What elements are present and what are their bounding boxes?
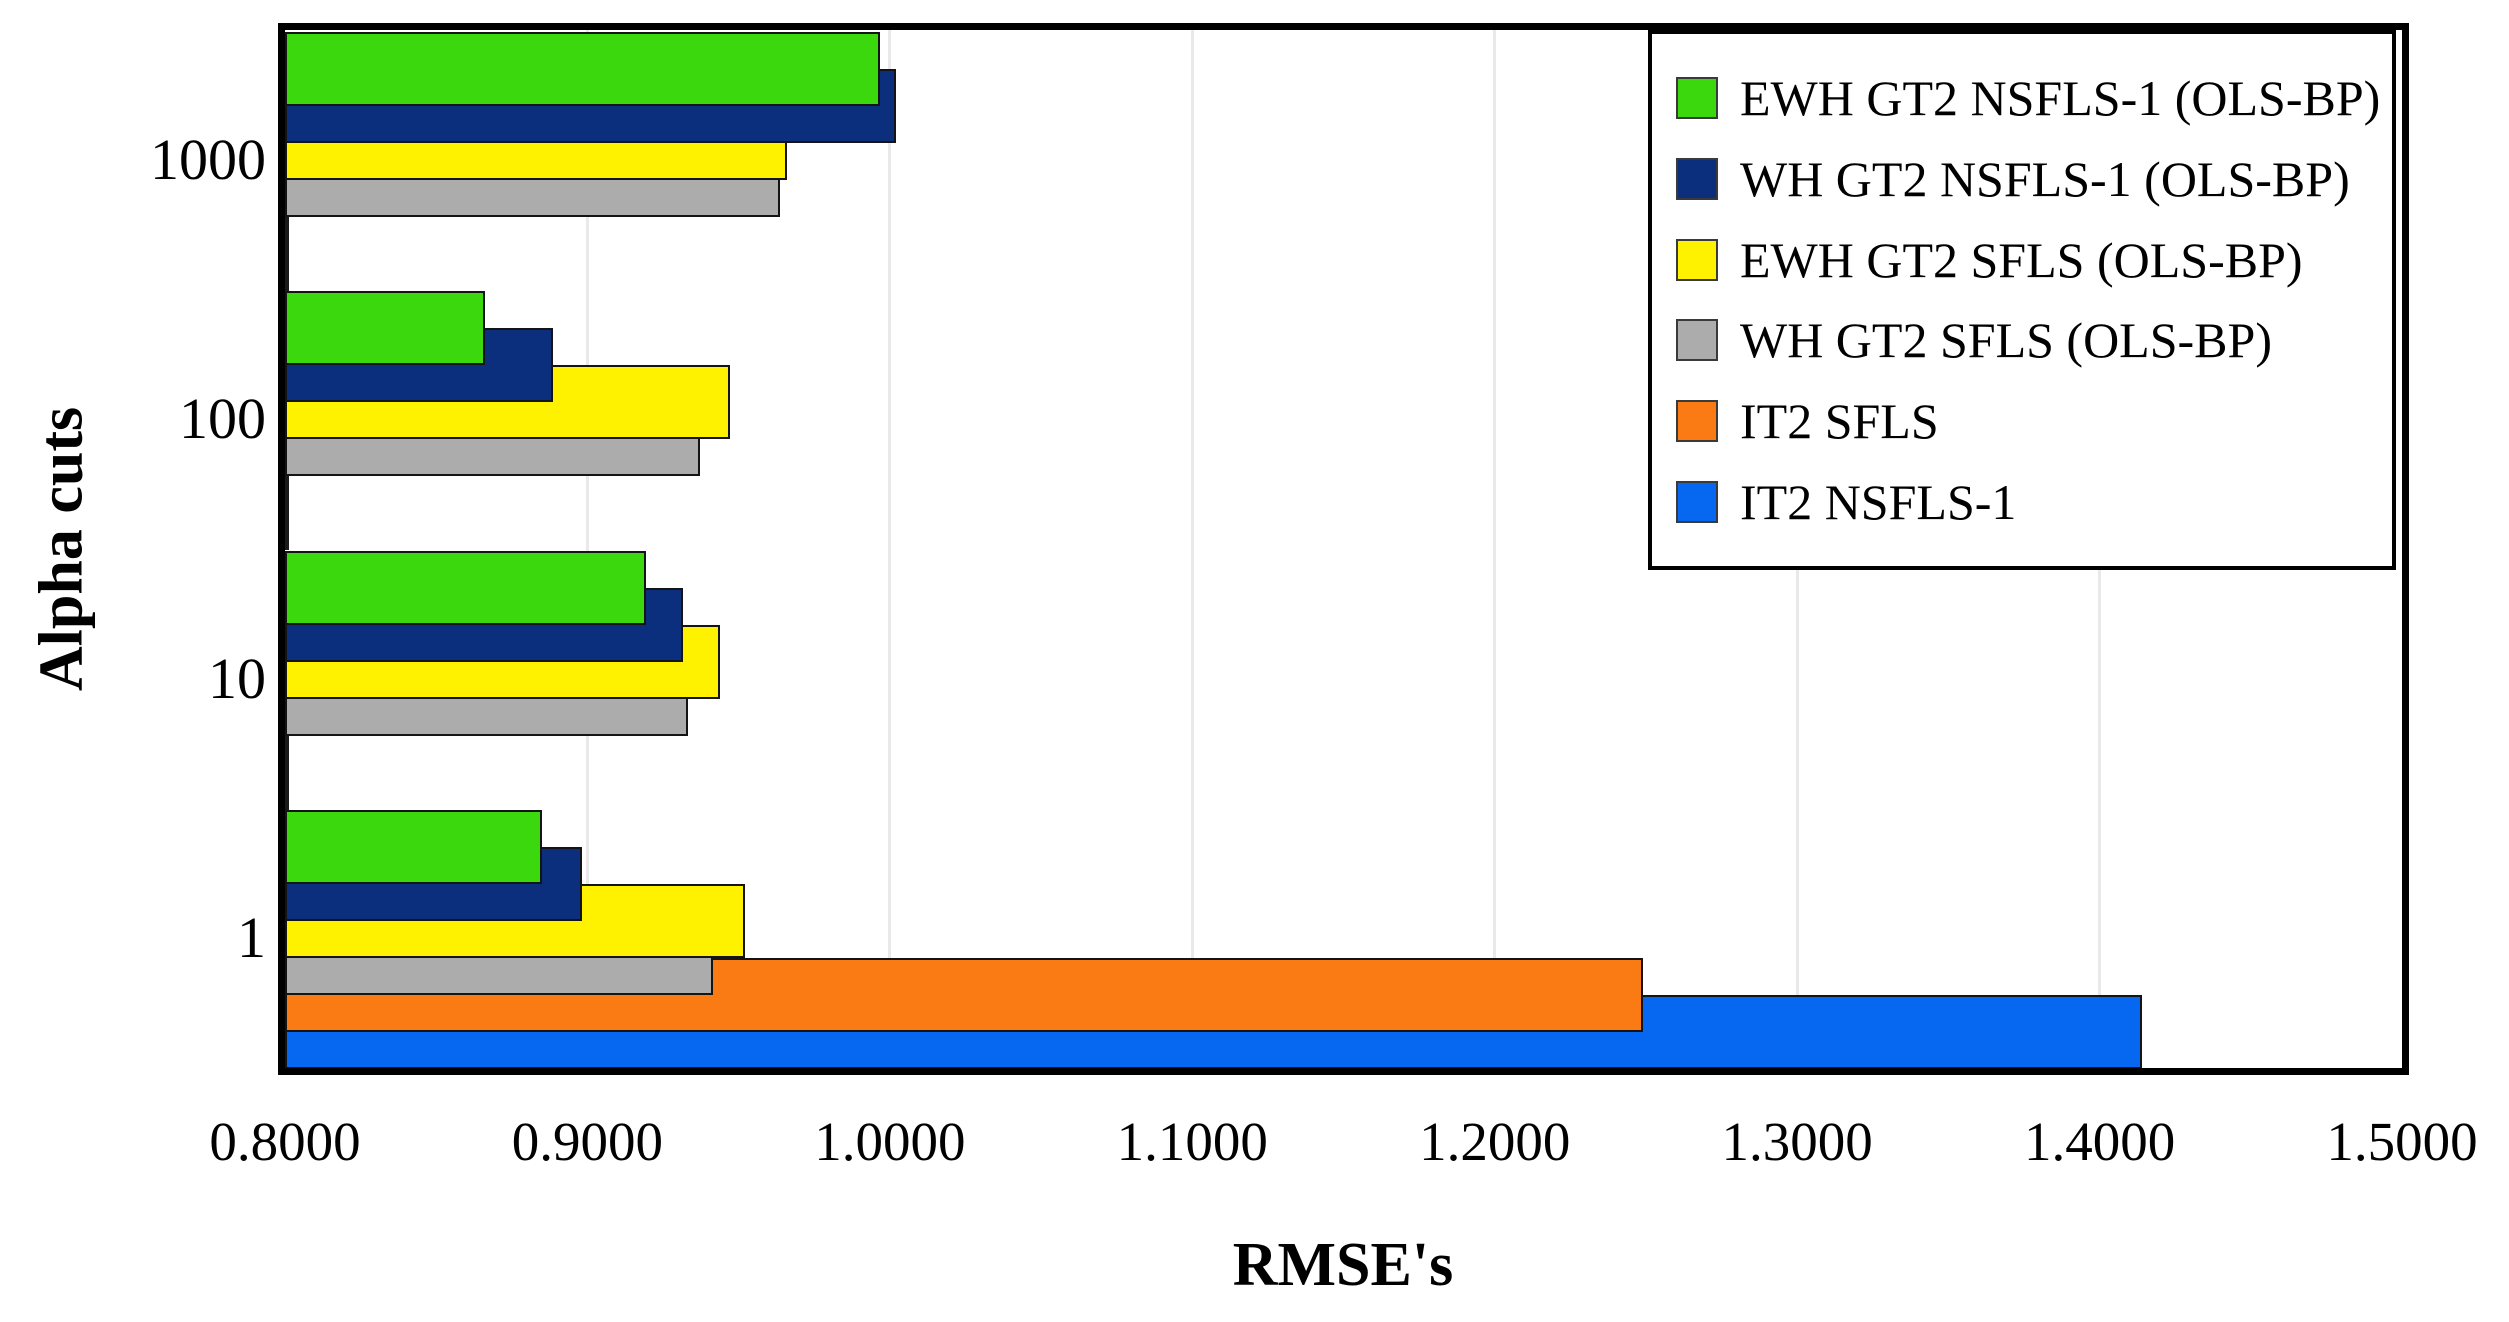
legend-item-wh-gt2-sfls-ols-bp: WH GT2 SFLS (OLS-BP) [1676, 315, 2386, 365]
legend-swatch-it2-nsfls-1 [1676, 481, 1718, 524]
bar-it2-sfls-alpha-100 [285, 439, 289, 514]
plot-area: EWH GT2 NSFLS-1 (OLS-BP) WH GT2 NSFLS-1 (… [278, 23, 2409, 1075]
bar-ewh-gt2-nsfls-1-ols-bp-alpha-100 [285, 291, 485, 366]
legend-label: WH GT2 NSFLS-1 (OLS-BP) [1740, 150, 2350, 207]
x-tick-label-1.1000: 1.1000 [1116, 1111, 1268, 1172]
bar-ewh-gt2-nsfls-1-ols-bp-alpha-1000 [285, 31, 880, 106]
legend-swatch-ewh-gt2-nsfls-1-ols-bp [1676, 76, 1718, 119]
bar-it2-sfls-alpha-10 [285, 698, 289, 773]
y-tick-label-1: 1 [237, 905, 266, 971]
x-tick-label-1.2000: 1.2000 [1419, 1111, 1571, 1172]
legend-item-it2-sfls: IT2 SFLS [1676, 396, 2386, 446]
y-tick-label-10: 10 [208, 645, 266, 711]
bar-it2-sfls-alpha-1000 [285, 179, 289, 254]
gridline-1.2000 [1493, 30, 1497, 1068]
legend-label: EWH GT2 SFLS (OLS-BP) [1740, 231, 2303, 288]
y-axis-title: Alpha cuts [27, 406, 96, 692]
legend-item-ewh-gt2-nsfls-1-ols-bp: EWH GT2 NSFLS-1 (OLS-BP) [1676, 73, 2386, 123]
legend-swatch-ewh-gt2-sfls-ols-bp [1676, 238, 1718, 281]
y-tick-label-100: 100 [179, 386, 266, 452]
x-axis-title: RMSE's [1232, 1231, 1454, 1299]
x-tick-label-1.0000: 1.0000 [814, 1111, 966, 1172]
x-tick-label-1.3000: 1.3000 [1721, 1111, 1873, 1172]
legend-swatch-wh-gt2-sfls-ols-bp [1676, 319, 1718, 362]
legend-item-ewh-gt2-sfls-ols-bp: EWH GT2 SFLS (OLS-BP) [1676, 235, 2386, 285]
legend-item-wh-gt2-nsfls-1-ols-bp: WH GT2 NSFLS-1 (OLS-BP) [1676, 154, 2386, 204]
legend-label: IT2 SFLS [1740, 393, 1939, 450]
gridline-1.1000 [1190, 30, 1194, 1068]
bar-ewh-gt2-nsfls-1-ols-bp-alpha-1 [285, 810, 543, 885]
gridline-0.9000 [585, 30, 589, 1068]
legend-swatch-wh-gt2-nsfls-1-ols-bp [1676, 157, 1718, 200]
bar-ewh-gt2-nsfls-1-ols-bp-alpha-10 [285, 550, 647, 625]
legend-label: EWH GT2 NSFLS-1 (OLS-BP) [1740, 69, 2381, 126]
x-tick-label-1.4000: 1.4000 [2023, 1111, 2176, 1172]
y-tick-label-1000: 1000 [150, 126, 266, 192]
x-tick-label-0.9000: 0.9000 [511, 1111, 664, 1172]
legend: EWH GT2 NSFLS-1 (OLS-BP) WH GT2 NSFLS-1 (… [1648, 30, 2396, 570]
legend-item-it2-nsfls-1: IT2 NSFLS-1 [1676, 477, 2386, 527]
x-tick-label-1.5000: 1.5000 [2326, 1111, 2478, 1172]
legend-swatch-it2-sfls [1676, 400, 1718, 443]
x-tick-label-0.8000: 0.8000 [209, 1111, 361, 1172]
gridline-1.0000 [888, 30, 892, 1068]
legend-label: IT2 NSFLS-1 [1740, 474, 2017, 531]
legend-label: WH GT2 SFLS (OLS-BP) [1740, 312, 2272, 369]
